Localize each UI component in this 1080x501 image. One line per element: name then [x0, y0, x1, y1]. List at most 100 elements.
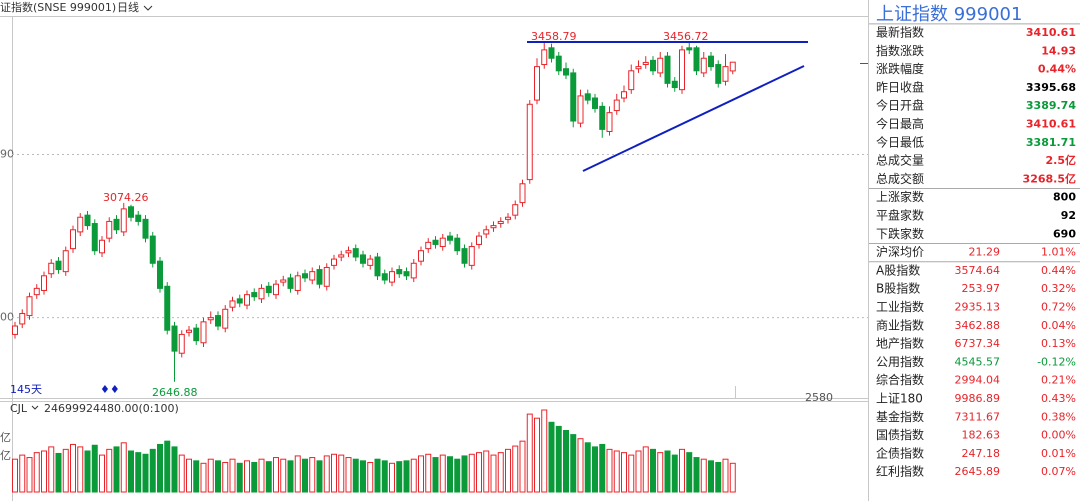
candle-body	[55, 260, 62, 271]
candle-body	[360, 254, 366, 264]
volume-bar	[48, 446, 55, 493]
row-label: 今日最低	[876, 134, 924, 149]
index-value: 3574.64	[955, 264, 1001, 277]
dropdown-icon[interactable]	[143, 5, 153, 11]
candle-body	[302, 273, 308, 279]
annotation: 3456.72	[663, 30, 709, 43]
y-tick-label: 90	[0, 147, 14, 160]
candle-body	[584, 93, 591, 101]
index-value: 2935.13	[955, 301, 1001, 314]
candle-body	[331, 258, 337, 266]
volume-bar	[657, 452, 664, 493]
candle-body	[33, 287, 40, 296]
index-change: 0.21%	[1041, 374, 1076, 387]
volume-bar	[505, 448, 511, 493]
annotation: 2646.88	[152, 386, 198, 399]
candle-body	[679, 49, 685, 91]
candle-body	[715, 64, 722, 84]
volume-bar	[729, 462, 736, 493]
candle-body	[113, 218, 120, 231]
volume-axis-label: 亿	[0, 431, 11, 444]
quote-panel: 上证指数 999001 最新指数 3410.61 指数涨跌 14.93 涨跌幅度 0.44…	[869, 4, 1080, 479]
candle-body	[120, 208, 127, 233]
volume-bar	[447, 456, 453, 493]
row-value: 3389.74	[1026, 99, 1076, 112]
plot: 90 00	[0, 42, 868, 493]
candle-body	[621, 91, 627, 99]
volume-dropdown[interactable]	[31, 405, 39, 410]
volume-bar	[178, 454, 185, 493]
volume-bar	[584, 442, 591, 493]
volume-bar	[722, 458, 729, 493]
candle-body	[512, 204, 519, 216]
candle-body	[280, 279, 287, 283]
candle-body	[207, 317, 214, 321]
trend-line-bottom	[582, 65, 805, 172]
volume-bar	[33, 452, 40, 493]
volume-bar	[84, 450, 91, 493]
candle-body	[577, 95, 584, 124]
index-label: 公用指数	[876, 354, 924, 369]
index-label: 红利指数	[876, 464, 924, 479]
candle-body	[222, 308, 229, 329]
candle-body	[722, 66, 729, 82]
candle-body	[650, 59, 656, 72]
row-value: 2.5亿	[1046, 153, 1077, 167]
volume-bar	[200, 462, 207, 493]
volume-bar	[316, 460, 323, 493]
index-change: 0.72%	[1041, 301, 1076, 314]
volume-bar	[635, 450, 642, 493]
volume-bar	[396, 461, 403, 493]
candle-body	[729, 61, 736, 72]
candle-body	[454, 237, 461, 252]
y-tick-label: 00	[0, 311, 14, 324]
volume-bar	[186, 458, 192, 493]
candle-body	[352, 248, 359, 258]
volume-bar	[99, 454, 105, 493]
volume-axis-label: 亿	[0, 449, 11, 462]
candle-body	[693, 47, 700, 72]
volume-bar	[476, 452, 482, 493]
volume-bar	[120, 442, 127, 493]
candle-body	[664, 55, 671, 84]
symbol-label: 证指数(SNSE 999001)	[0, 0, 116, 14]
candle-body	[628, 70, 635, 91]
volume-bar	[650, 448, 656, 493]
volume-value: 24699924480.00(0:100)	[44, 402, 179, 415]
volume-bar	[309, 457, 316, 493]
row-label: 总成交量	[876, 153, 924, 168]
volume-bar	[171, 446, 178, 493]
volume-bar	[410, 458, 417, 493]
index-label: 沪深均价	[876, 245, 924, 259]
volume-bar	[251, 461, 258, 493]
candle-body	[461, 248, 468, 264]
index-label: 商业指数	[876, 317, 924, 332]
candle-body	[403, 271, 410, 277]
volume-bar	[215, 460, 221, 493]
candle-body	[657, 57, 664, 74]
candle-body	[555, 55, 562, 72]
candle-body	[99, 239, 105, 254]
volume-bar	[26, 457, 33, 493]
volume-bar	[113, 446, 120, 493]
index-change: 0.07%	[1041, 465, 1076, 478]
index-change: 1.01%	[1041, 246, 1076, 259]
candle-body	[642, 61, 649, 66]
volume-bar	[55, 452, 62, 493]
candle-body	[534, 66, 540, 101]
volume-bar	[338, 454, 345, 493]
period-label[interactable]: 日线	[117, 0, 139, 14]
candle-body	[273, 283, 279, 296]
row-label: 总成交额	[876, 171, 924, 186]
volume-bar	[193, 460, 200, 493]
candle-body	[91, 223, 98, 252]
day-count: 145天	[10, 383, 42, 396]
candle-body	[497, 220, 504, 225]
index-change: 0.01%	[1041, 447, 1076, 460]
row-value: 3268.5亿	[1023, 171, 1076, 185]
volume-bar	[439, 454, 446, 493]
volume-bar	[432, 457, 439, 493]
index-label: A股指数	[876, 262, 920, 277]
volume-bar	[548, 421, 555, 493]
candle-body	[708, 55, 714, 68]
